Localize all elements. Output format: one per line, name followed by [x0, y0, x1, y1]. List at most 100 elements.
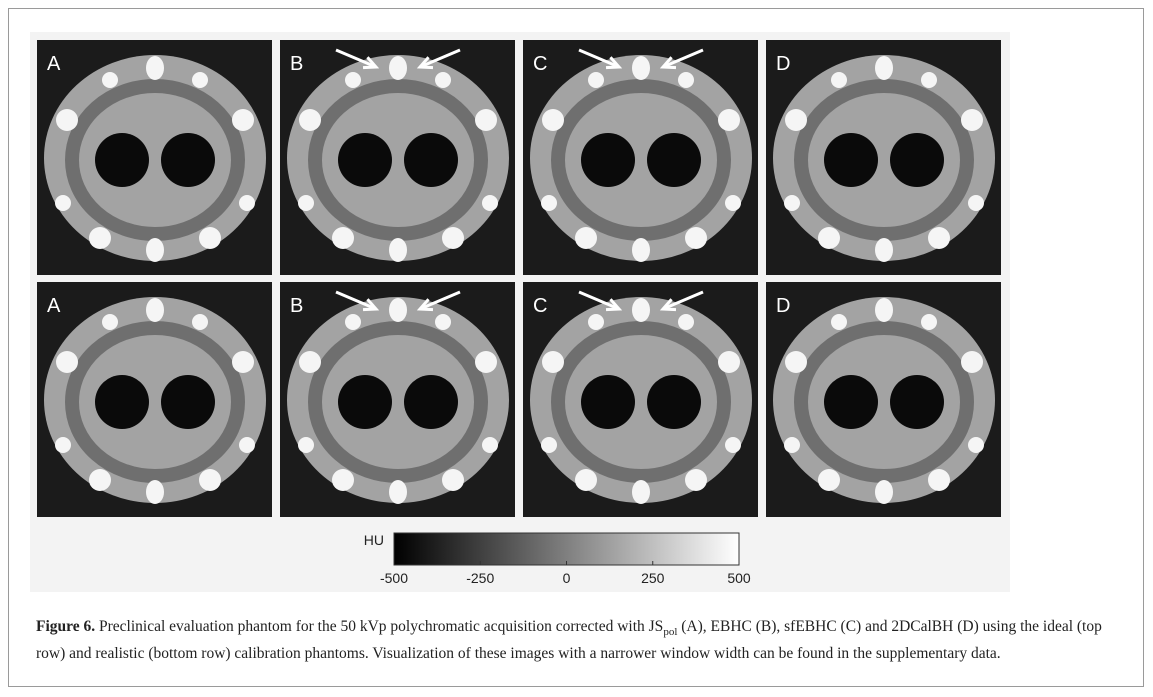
phantom-insert [928, 469, 950, 491]
phantom-insert [146, 480, 164, 504]
phantom-insert [389, 480, 407, 504]
phantom-insert [442, 469, 464, 491]
page: ABCDABCDHU-500-2500250500 Figure 6. Prec… [0, 0, 1153, 697]
panel-label: C [533, 53, 547, 75]
panel-label: A [47, 53, 61, 75]
figure: ABCDABCDHU-500-2500250500 [0, 0, 1153, 600]
phantom-insert [389, 298, 407, 322]
phantom-hole [161, 375, 215, 429]
phantom-insert [102, 314, 118, 330]
phantom-insert [475, 351, 497, 373]
phantom-insert [232, 351, 254, 373]
phantom-insert [685, 227, 707, 249]
phantom-insert [632, 480, 650, 504]
phantom-insert [146, 238, 164, 262]
phantom-insert [818, 227, 840, 249]
phantom-hole [647, 133, 701, 187]
phantom-insert [831, 72, 847, 88]
phantom-insert [928, 227, 950, 249]
phantom-insert [575, 227, 597, 249]
caption-text: Preclinical evaluation phantom for the 5… [99, 618, 663, 635]
colorbar-tick-label: 0 [563, 570, 571, 586]
phantom-insert [55, 437, 71, 453]
phantom-insert [875, 56, 893, 80]
phantom-insert [435, 314, 451, 330]
phantom-hole [161, 133, 215, 187]
caption: Figure 6. Preclinical evaluation phantom… [36, 616, 1126, 664]
phantom-insert [55, 195, 71, 211]
phantom-insert [389, 238, 407, 262]
caption-subscript: pol [663, 626, 677, 638]
phantom-hole [95, 375, 149, 429]
panel-label: D [776, 295, 790, 317]
panel-label: D [776, 53, 790, 75]
phantom-insert [345, 314, 361, 330]
phantom-hole [647, 375, 701, 429]
phantom-insert [632, 238, 650, 262]
phantom-hole [890, 375, 944, 429]
phantom-insert [435, 72, 451, 88]
phantom-hole [581, 133, 635, 187]
phantom-insert [588, 72, 604, 88]
phantom-insert [199, 227, 221, 249]
phantom-insert [831, 314, 847, 330]
phantom-insert [332, 469, 354, 491]
phantom-hole [338, 133, 392, 187]
phantom-insert [192, 72, 208, 88]
phantom-insert [785, 351, 807, 373]
phantom-insert [725, 195, 741, 211]
phantom-insert [678, 72, 694, 88]
phantom-panel: B [280, 40, 515, 275]
phantom-insert [345, 72, 361, 88]
phantom-insert [299, 351, 321, 373]
phantom-hole [890, 133, 944, 187]
phantom-insert [102, 72, 118, 88]
phantom-insert [239, 195, 255, 211]
phantom-insert [541, 195, 557, 211]
phantom-insert [784, 195, 800, 211]
phantom-insert [482, 437, 498, 453]
panel-label: B [290, 295, 303, 317]
caption-number: Figure 6. [36, 618, 95, 635]
phantom-insert [678, 314, 694, 330]
phantom-insert [89, 227, 111, 249]
phantom-insert [541, 437, 557, 453]
phantom-insert [199, 469, 221, 491]
phantom-insert [299, 109, 321, 131]
phantom-insert [818, 469, 840, 491]
phantom-insert [632, 56, 650, 80]
phantom-insert [192, 314, 208, 330]
phantom-insert [632, 298, 650, 322]
phantom-insert [961, 109, 983, 131]
phantom-insert [588, 314, 604, 330]
phantom-insert [56, 109, 78, 131]
phantom-insert [968, 437, 984, 453]
panel-label: B [290, 53, 303, 75]
phantom-insert [298, 437, 314, 453]
colorbar-tick-label: -250 [466, 570, 494, 586]
phantom-panel: D [766, 282, 1001, 517]
phantom-hole [95, 133, 149, 187]
phantom-insert [332, 227, 354, 249]
panel-label: A [47, 295, 61, 317]
phantom-panel: A [37, 282, 272, 517]
phantom-insert [475, 109, 497, 131]
phantom-insert [718, 109, 740, 131]
colorbar-label: HU [364, 532, 384, 548]
phantom-insert [921, 72, 937, 88]
phantom-insert [961, 351, 983, 373]
phantom-insert [239, 437, 255, 453]
colorbar [394, 533, 739, 565]
phantom-insert [968, 195, 984, 211]
phantom-insert [542, 109, 564, 131]
phantom-hole [581, 375, 635, 429]
phantom-hole [338, 375, 392, 429]
phantom-panel: C [523, 40, 758, 275]
phantom-insert [875, 238, 893, 262]
phantom-insert [232, 109, 254, 131]
phantom-insert [921, 314, 937, 330]
phantom-insert [784, 437, 800, 453]
phantom-insert [575, 469, 597, 491]
phantom-panel: A [37, 40, 272, 275]
phantom-hole [404, 133, 458, 187]
